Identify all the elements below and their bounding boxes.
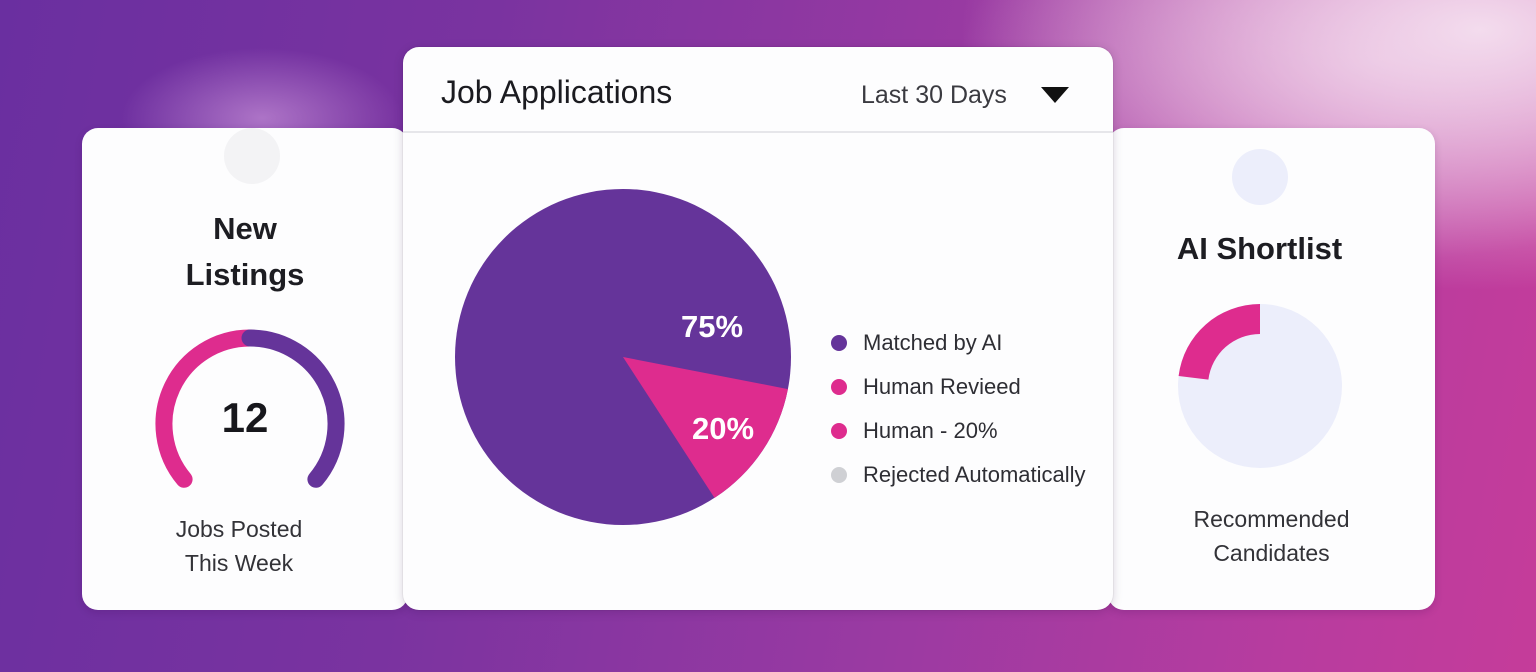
gauge-segment-pink: [155, 329, 259, 488]
date-range-value: Last 30 Days: [861, 80, 1007, 109]
ai-shortlist-card: AI Shortlist Recommended Candidates: [1108, 128, 1435, 610]
card-subtitle: Jobs Posted This Week: [76, 512, 402, 580]
pie-chart: [455, 189, 791, 525]
subtitle-line-1: Jobs Posted: [175, 516, 303, 542]
title-line-1: New: [213, 211, 277, 246]
gauge-value: 12: [221, 394, 269, 441]
subtitle-line-1: Recommended: [1193, 506, 1350, 532]
card-title: AI Shortlist: [1176, 231, 1343, 266]
card-icon-placeholder: [1232, 149, 1288, 205]
date-range-dropdown[interactable]: Last 30 Days: [861, 75, 1081, 115]
legend-item-human-20: Human - 20%: [831, 409, 1086, 453]
title-line-2: Listings: [185, 257, 305, 292]
legend-item-rejected-automatically: Rejected Automatically: [831, 453, 1086, 497]
gauge-segment-purple: [241, 329, 345, 488]
gauge-chart: [155, 329, 345, 488]
card-icon-placeholder: [224, 128, 280, 184]
legend-label: Rejected Automatically: [863, 462, 1086, 487]
card-subtitle: Recommended Candidates: [1108, 502, 1435, 570]
legend-dot-icon: [831, 467, 847, 483]
card-header: Job Applications Last 30 Days: [403, 47, 1113, 133]
legend-label: Human - 20%: [863, 418, 998, 443]
donut-chart: [1178, 304, 1342, 468]
chart-legend: Matched by AI Human Revieed Human - 20% …: [831, 321, 1086, 497]
pie-label-small: 20%: [692, 411, 755, 446]
new-listings-card: New Listings 12 Jobs Posted This Week: [82, 128, 408, 610]
job-applications-card: Job Applications Last 30 Days 75% 20% Ma…: [403, 47, 1113, 610]
triangle-down-icon[interactable]: [1040, 87, 1069, 103]
donut-segment-highlight: [1178, 304, 1260, 380]
legend-dot-icon: [831, 379, 847, 395]
subtitle-line-2: Candidates: [1213, 540, 1330, 566]
legend-label: Human Revieed: [863, 374, 1021, 399]
legend-dot-icon: [831, 423, 847, 439]
card-title: New Listings: [82, 206, 408, 298]
legend-item-human-reviewed: Human Revieed: [831, 365, 1086, 409]
pie-label-large: 75%: [681, 309, 744, 344]
pie-slice-human-reviewed: [623, 357, 788, 498]
subtitle-line-2: This Week: [184, 550, 294, 576]
legend-item-matched-by-ai: Matched by AI: [831, 321, 1086, 365]
card-title: Job Applications: [441, 74, 673, 110]
legend-label: Matched by AI: [863, 330, 1003, 355]
legend-dot-icon: [831, 335, 847, 351]
